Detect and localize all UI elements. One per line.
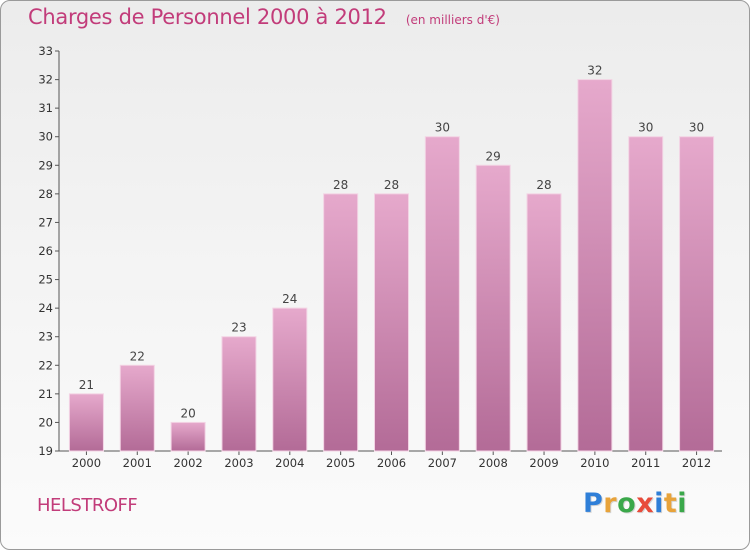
data-label: 28: [384, 178, 399, 192]
x-tick-label: 2001: [123, 456, 152, 470]
y-tick-label: 32: [38, 73, 53, 87]
x-tick-label: 2000: [72, 456, 101, 470]
y-tick-label: 22: [38, 358, 53, 372]
bar-2007: [424, 136, 460, 452]
y-tick-label: 33: [38, 44, 53, 58]
x-tick-label: 2012: [682, 456, 711, 470]
x-tick-label: 2006: [377, 456, 406, 470]
logo-letter: i: [654, 488, 664, 519]
data-label: 29: [486, 149, 501, 163]
x-tick-label: 2003: [224, 456, 253, 470]
bar-2003: [221, 336, 257, 452]
y-tick-label: 21: [38, 387, 53, 401]
logo-letter: o: [617, 488, 637, 519]
y-tick-label: 30: [38, 130, 53, 144]
y-tick-label: 28: [38, 187, 53, 201]
x-tick-label: 2010: [580, 456, 609, 470]
bar-2011: [628, 136, 664, 452]
data-label: 23: [231, 321, 246, 335]
data-label: 22: [130, 349, 145, 363]
y-tick-label: 27: [38, 215, 53, 229]
logo-letter: P: [583, 488, 604, 519]
chart-title: Charges de Personnel 2000 à 2012: [28, 5, 387, 29]
data-label: 21: [79, 378, 94, 392]
data-label: 24: [282, 292, 297, 306]
data-label: 32: [587, 64, 602, 78]
x-tick-label: 2007: [428, 456, 457, 470]
bar-2001: [119, 364, 155, 452]
y-tick-label: 20: [38, 415, 53, 429]
y-tick-label: 24: [38, 301, 53, 315]
commune-name: HELSTROFF: [37, 495, 138, 516]
x-tick-label: 2005: [326, 456, 355, 470]
data-label: 20: [180, 406, 195, 420]
logo-letter: i: [677, 488, 688, 519]
x-tick-label: 2002: [173, 456, 202, 470]
bar-2012: [679, 136, 715, 452]
proxiti-logo: Proxiti: [583, 488, 687, 519]
bars: [68, 79, 715, 452]
x-tick-label: 2004: [275, 456, 304, 470]
y-tick-label: 31: [38, 101, 53, 115]
data-label: 28: [333, 178, 348, 192]
data-label: 30: [435, 121, 450, 135]
y-tick-label: 19: [38, 444, 53, 458]
bar-2005: [323, 193, 359, 452]
logo-letter: r: [603, 488, 618, 519]
data-label: 30: [638, 121, 653, 135]
logo-letter: t: [663, 488, 678, 519]
y-tick-label: 25: [38, 273, 53, 287]
logo-letter: x: [636, 488, 655, 519]
bar-2010: [577, 79, 613, 452]
y-tick-label: 29: [38, 158, 53, 172]
y-tick-label: 26: [38, 244, 53, 258]
chart-unit-note: (en milliers d'€): [405, 13, 500, 27]
bar-2002: [170, 421, 206, 452]
x-tick-label: 2008: [479, 456, 508, 470]
title-row: Charges de Personnel 2000 à 2012 (en mil…: [28, 5, 500, 29]
bar-2008: [475, 164, 511, 452]
bar-2000: [68, 393, 104, 452]
x-tick-label: 2011: [631, 456, 660, 470]
data-label: 28: [536, 178, 551, 192]
bar-2004: [272, 307, 308, 452]
bar-2006: [374, 193, 409, 452]
bar-2009: [526, 193, 562, 452]
labels: 19 20 21 22 23 24 25 26 27 28 29 30 31 32 33 2000 21 2001…: [38, 44, 711, 470]
x-tick-label: 2009: [529, 456, 558, 470]
data-label: 30: [689, 121, 704, 135]
y-tick-label: 23: [38, 330, 53, 344]
